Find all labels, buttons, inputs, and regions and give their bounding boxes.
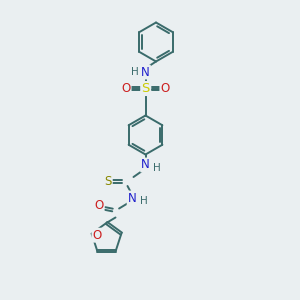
Text: H: H xyxy=(131,67,139,77)
Text: N: N xyxy=(128,191,136,205)
Text: O: O xyxy=(94,199,103,212)
Text: O: O xyxy=(160,82,169,95)
Text: H: H xyxy=(140,196,147,206)
Text: H: H xyxy=(153,163,161,173)
Text: O: O xyxy=(122,82,130,95)
Text: O: O xyxy=(92,229,102,242)
Text: S: S xyxy=(104,175,112,188)
Text: S: S xyxy=(141,82,150,95)
Text: N: N xyxy=(141,158,150,172)
Text: N: N xyxy=(141,65,150,79)
